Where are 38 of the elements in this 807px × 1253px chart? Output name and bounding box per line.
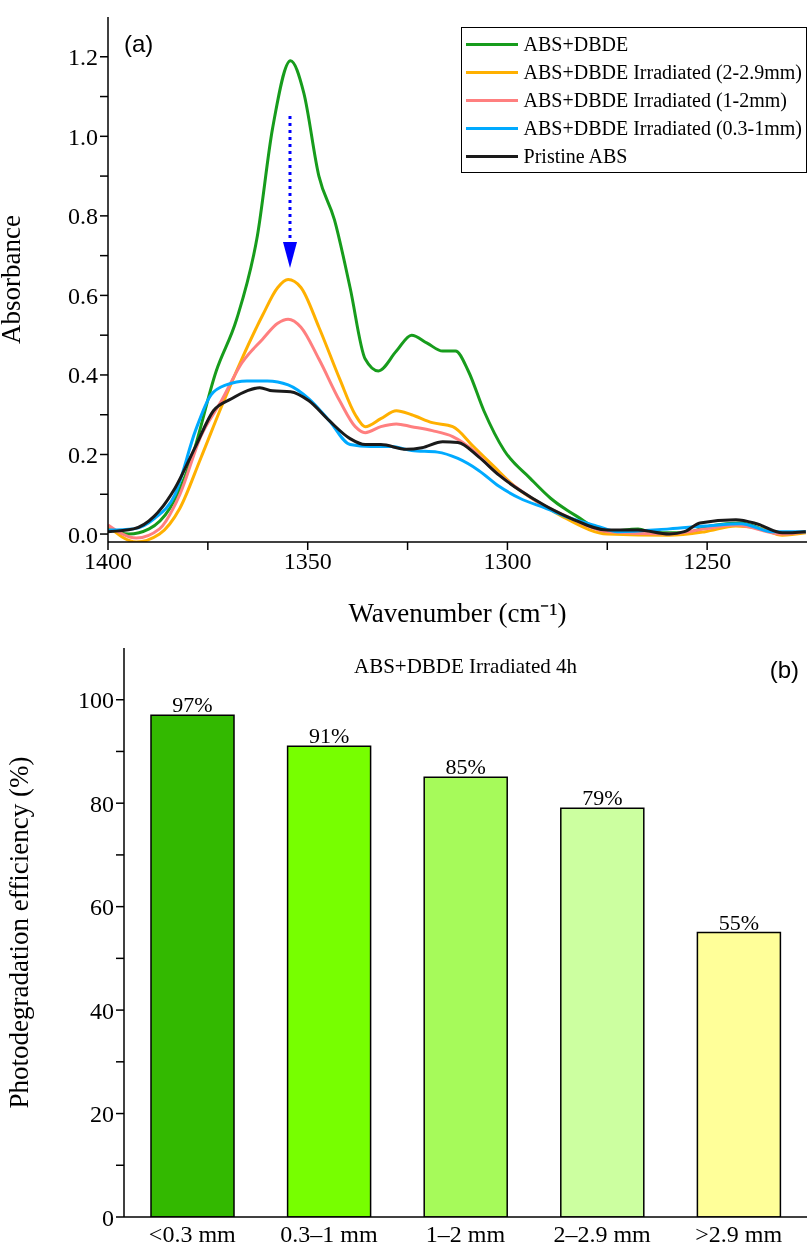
x-axis-title: Wavenumber (cm⁻¹) xyxy=(348,598,567,628)
y-tick-label: 0.4 xyxy=(68,362,98,389)
annotation: (b) xyxy=(769,656,799,684)
x-tick-label: 1400 xyxy=(84,548,132,575)
y-tick-label: 0.6 xyxy=(68,282,98,309)
y-tick-label: 0.8 xyxy=(68,203,98,230)
y-tick-label: 0 xyxy=(102,1204,114,1231)
legend-label: ABS+DBDE Irradiated (1-2mm) xyxy=(523,88,787,114)
y-tick-label: 60 xyxy=(90,894,114,921)
y-tick-label: 1.2 xyxy=(68,44,98,71)
x-tick-label: <0.3 mm xyxy=(148,1221,237,1248)
x-tick-label: 2–2.9 mm xyxy=(553,1221,652,1248)
x-tick-label: 1–2 mm xyxy=(425,1221,506,1248)
y-tick-label: 1.0 xyxy=(68,123,98,150)
data-label: 85% xyxy=(445,754,486,780)
data-label: 79% xyxy=(582,785,623,811)
y-axis-title: Photodegradation efficiency (%) xyxy=(3,756,34,1109)
data-label: 91% xyxy=(308,723,350,749)
y-tick-label: 0.0 xyxy=(68,521,98,548)
x-tick-label: 0.3–1 mm xyxy=(280,1221,378,1248)
data-label: 97% xyxy=(172,692,213,718)
x-tick-label: 1250 xyxy=(683,548,732,575)
data-label: 55% xyxy=(718,909,760,935)
y-tick-label: 40 xyxy=(90,997,114,1024)
legend-label: ABS+DBDE Irradiated (0.3-1mm) xyxy=(523,116,802,142)
chart-title: ABS+DBDE Irradiated 4h xyxy=(354,654,577,678)
x-tick-label: 1350 xyxy=(283,548,332,575)
x-tick-label: 1300 xyxy=(483,548,532,575)
legend-label: ABS+DBDE Irradiated (2-2.9mm) xyxy=(523,60,802,86)
y-tick-label: 100 xyxy=(78,687,114,714)
annotation: (a) xyxy=(124,30,154,58)
x-tick-label: >2.9 mm xyxy=(695,1221,783,1248)
legend-label: ABS+DBDE xyxy=(523,32,629,57)
y-tick-label: 0.2 xyxy=(68,442,98,469)
legend-label: Pristine ABS xyxy=(523,144,628,169)
y-tick-label: 80 xyxy=(90,790,114,817)
y-axis-title: Absorbance xyxy=(0,215,26,344)
y-tick-label: 20 xyxy=(90,1101,114,1128)
